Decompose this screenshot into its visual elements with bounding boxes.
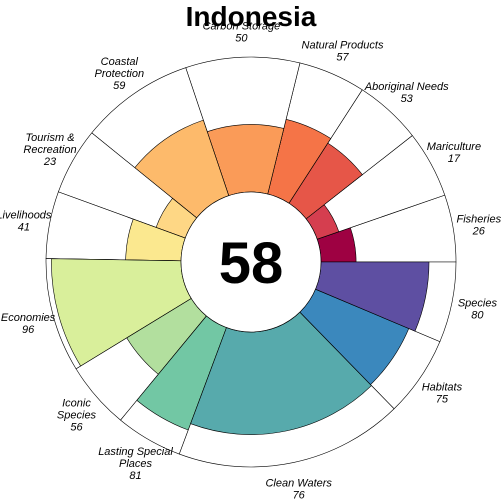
label-species: Species 80 bbox=[458, 297, 498, 321]
label-fisheries: Fisheries 26 bbox=[456, 213, 501, 237]
label-mariculture: Mariculture 17 bbox=[427, 141, 481, 165]
label-layer: Fisheries 26 Mariculture 17 Aboriginal Needs… bbox=[0, 21, 502, 502]
value-livelihoods: 41 bbox=[18, 222, 30, 234]
label-natural-products: Natural Products 57 bbox=[302, 39, 384, 63]
value-mariculture: 17 bbox=[448, 153, 461, 165]
value-iconic-species: 56 bbox=[70, 421, 83, 433]
petal-layer bbox=[45, 56, 457, 468]
value-economies: 96 bbox=[22, 324, 35, 336]
chart-title: Indonesia bbox=[186, 1, 317, 32]
label-carbon-storage: Carbon Storage 50 bbox=[203, 21, 281, 45]
value-clean-waters: 76 bbox=[293, 490, 306, 502]
value-species: 80 bbox=[471, 309, 484, 321]
value-carbon-storage: 50 bbox=[235, 33, 248, 45]
center-hole bbox=[180, 191, 322, 333]
value-habitats: 75 bbox=[436, 394, 449, 406]
label-tourism-recreation: Tourism & Recreation 23 bbox=[23, 132, 76, 168]
value-lasting-special-places: 81 bbox=[129, 470, 141, 482]
value-fisheries: 26 bbox=[472, 225, 486, 237]
label-economies: Economies 96 bbox=[1, 312, 56, 336]
label-clean-waters: Clean Waters 76 bbox=[265, 478, 332, 502]
value-coastal-protection: 59 bbox=[113, 80, 125, 92]
label-aboriginal-needs: Aboriginal Needs 53 bbox=[364, 81, 449, 105]
overall-score: 58 bbox=[219, 231, 284, 296]
value-aboriginal-needs: 53 bbox=[401, 93, 414, 105]
value-tourism-recreation: 23 bbox=[43, 156, 57, 168]
label-coastal-protection: Coastal Protection 59 bbox=[95, 56, 145, 92]
label-habitats: Habitats 75 bbox=[422, 382, 463, 406]
label-lasting-special-places: Lasting Special Places 81 bbox=[98, 446, 173, 482]
label-livelihoods: Livelihoods 41 bbox=[0, 210, 52, 234]
value-natural-products: 57 bbox=[336, 51, 349, 63]
label-iconic-species: Iconic Species 56 bbox=[57, 397, 97, 433]
